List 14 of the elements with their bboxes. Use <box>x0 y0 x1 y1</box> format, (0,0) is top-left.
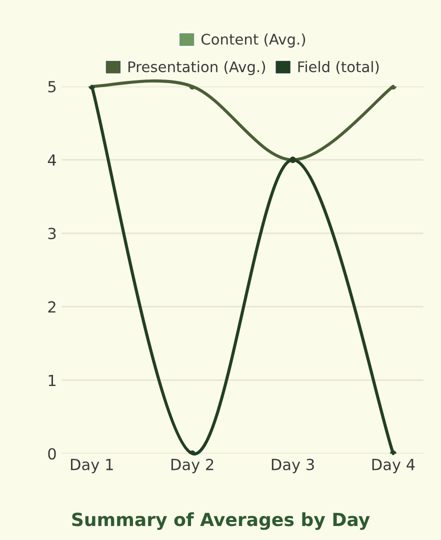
x-tick-label: Day 1 <box>71 458 113 474</box>
y-tick-label: 1 <box>48 374 56 386</box>
y-tick-label: 4 <box>48 154 56 166</box>
y-tick-label: 2 <box>48 301 56 313</box>
x-tick-label: Day 3 <box>272 458 314 474</box>
y-tick-label: 0 <box>48 448 56 460</box>
legend-label: Content (Avg.) <box>201 33 306 48</box>
y-tick-label: 5 <box>48 81 56 92</box>
text: Summary of Averages by Day <box>72 512 370 530</box>
legend-label: Presentation (Avg.) <box>128 60 266 76</box>
legend-label: Field (total) <box>298 60 379 74</box>
x-tick-label: Day 4 <box>372 458 415 474</box>
y-tick-label: 3 <box>48 228 56 240</box>
x-tick-label: Day 2 <box>171 458 214 474</box>
